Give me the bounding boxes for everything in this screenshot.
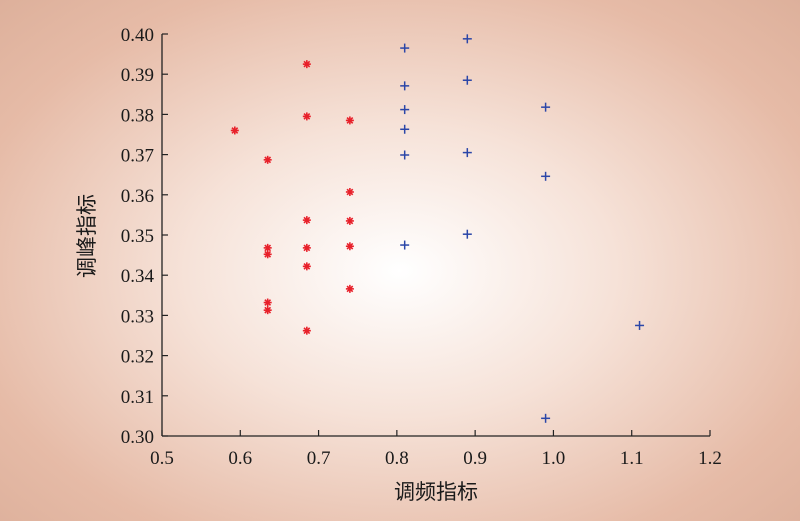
asterisk-marker [302, 216, 311, 225]
asterisk-marker [263, 155, 272, 164]
x-tick-label: 0.6 [228, 448, 252, 469]
plus-marker [400, 150, 410, 160]
series-plus [400, 34, 645, 423]
y-tick-label: 0.32 [121, 347, 154, 368]
asterisk-marker [345, 242, 354, 251]
asterisk-marker [345, 216, 354, 225]
y-tick-label: 0.37 [121, 146, 154, 167]
marker-stroke [264, 299, 272, 306]
asterisk-marker [302, 60, 311, 69]
plus-marker [462, 75, 472, 85]
asterisk-marker [230, 126, 239, 135]
asterisk-marker [263, 250, 272, 259]
marker-stroke [231, 127, 239, 134]
y-tick-label: 0.40 [121, 25, 154, 46]
x-tick-label: 0.9 [463, 448, 487, 469]
marker-stroke [303, 113, 311, 120]
x-tick-label: 0.5 [150, 448, 174, 469]
tick-labels: 0.5 0.6 0.7 0.8 0.9 1.0 1.1 1.2 0.30 0.31 0.32 0.33… [121, 25, 722, 469]
asterisk-marker [345, 116, 354, 125]
marker-stroke [303, 216, 311, 224]
marker-stroke [264, 156, 272, 164]
marker-stroke [303, 60, 311, 68]
x-tick-label: 1.0 [542, 448, 566, 469]
asterisk-marker [302, 243, 311, 252]
data-points [230, 34, 645, 423]
asterisk-marker [345, 187, 354, 196]
marker-stroke [346, 242, 354, 250]
y-tick-label: 0.35 [121, 226, 154, 247]
asterisk-marker [302, 112, 311, 121]
plus-marker [400, 105, 410, 115]
marker-stroke [346, 217, 354, 225]
series-asterisk [230, 60, 354, 335]
y-tick-label: 0.38 [121, 105, 154, 126]
asterisk-marker [302, 326, 311, 335]
asterisk-marker [263, 243, 272, 252]
marker-stroke [346, 188, 354, 196]
plus-marker [541, 102, 551, 112]
y-tick-label: 0.34 [121, 266, 155, 287]
marker-stroke [264, 250, 272, 258]
y-tick-label: 0.31 [121, 387, 154, 408]
y-axis-title: 调峰指标 [75, 194, 99, 278]
plus-marker [400, 43, 410, 53]
plus-marker [462, 148, 472, 158]
x-tick-label: 1.1 [620, 448, 644, 469]
marker-stroke [346, 285, 354, 293]
marker-stroke [264, 306, 272, 314]
y-tick-label: 0.30 [121, 427, 154, 448]
plus-marker [400, 124, 410, 134]
y-tick-label: 0.33 [121, 306, 154, 327]
plus-marker [400, 240, 410, 250]
plus-marker [462, 34, 472, 44]
plus-marker [541, 171, 551, 181]
x-tick-label: 0.7 [307, 448, 331, 469]
axes [161, 33, 711, 437]
plus-marker [400, 81, 410, 91]
asterisk-marker [345, 284, 354, 293]
plus-marker [541, 413, 551, 423]
plus-marker [462, 229, 472, 239]
marker-stroke [303, 327, 311, 335]
x-tick-label: 1.2 [698, 448, 722, 469]
asterisk-marker [263, 298, 272, 307]
x-tick-label: 0.8 [385, 448, 409, 469]
marker-stroke [346, 117, 354, 124]
asterisk-marker [302, 262, 311, 271]
marker-stroke [303, 244, 311, 252]
marker-stroke [303, 262, 311, 270]
y-tick-label: 0.36 [121, 186, 154, 207]
marker-stroke [264, 244, 272, 252]
y-tick-label: 0.39 [121, 65, 154, 86]
x-axis-title: 调频指标 [394, 480, 478, 504]
plus-marker [635, 320, 645, 330]
asterisk-marker [263, 306, 272, 315]
